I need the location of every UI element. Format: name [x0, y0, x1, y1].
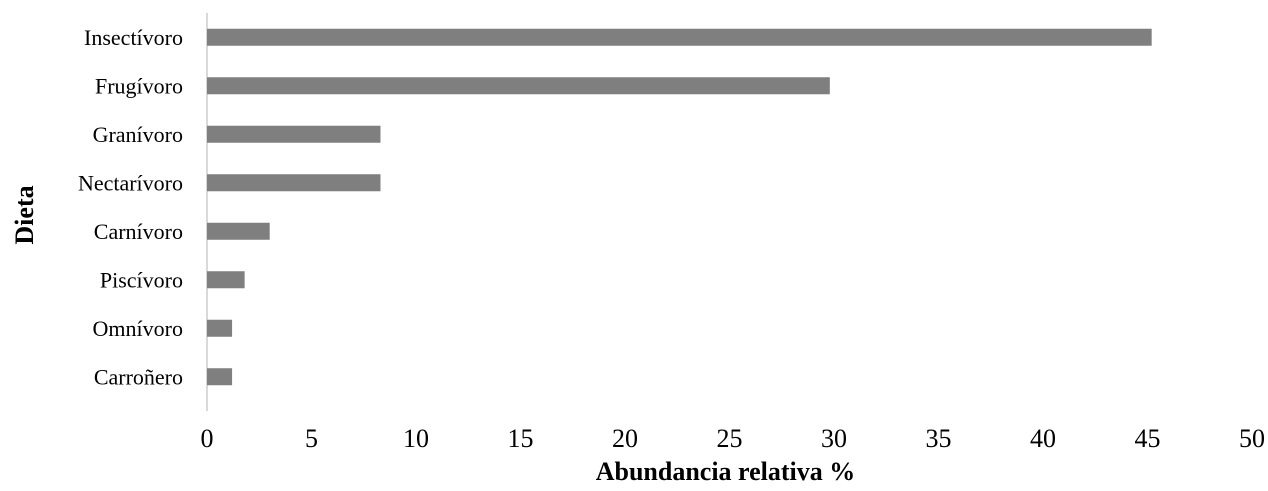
category-label-carnivoro: Carnívoro	[94, 219, 183, 244]
category-label-carronero: Carroñero	[94, 364, 183, 389]
category-label-frugivoro: Frugívoro	[95, 73, 183, 98]
x-tick-label: 10	[403, 424, 429, 453]
x-tick-label: 35	[926, 424, 952, 453]
category-labels: Insectívoro Frugívoro Granívoro Nectarívoro…	[78, 25, 183, 390]
bar-granivoro	[207, 125, 381, 143]
category-label-granivoro: Granívoro	[93, 122, 183, 147]
x-axis-title: Abundancia relativa %	[596, 457, 856, 486]
x-tick-label: 5	[305, 424, 318, 453]
x-tick-label: 15	[508, 424, 534, 453]
x-tick-label: 0	[201, 424, 214, 453]
bar-omnivoro	[207, 319, 233, 337]
x-tick-label: 45	[1135, 424, 1161, 453]
bar-carronero	[207, 368, 233, 386]
category-label-insectivoro: Insectívoro	[84, 25, 183, 50]
category-label-omnivoro: Omnívoro	[93, 316, 183, 341]
x-tick-label: 50	[1239, 424, 1265, 453]
bar-nectarivoro	[207, 174, 381, 192]
x-tick-label: 30	[821, 424, 847, 453]
bar-carnivoro	[207, 222, 270, 240]
x-tick-labels: 0 5 10 15 20 25 30 35 40 45 50	[201, 424, 1266, 453]
y-axis-title: Dieta	[10, 185, 39, 244]
bar-frugivoro	[207, 77, 830, 95]
category-label-nectarivoro: Nectarívoro	[78, 170, 183, 195]
x-tick-label: 25	[717, 424, 743, 453]
x-tick-label: 40	[1030, 424, 1056, 453]
bar-insectivoro	[207, 28, 1152, 46]
category-label-piscivoro: Piscívoro	[100, 267, 183, 292]
x-tick-label: 20	[612, 424, 638, 453]
bar-piscivoro	[207, 271, 245, 289]
bars	[207, 28, 1152, 386]
